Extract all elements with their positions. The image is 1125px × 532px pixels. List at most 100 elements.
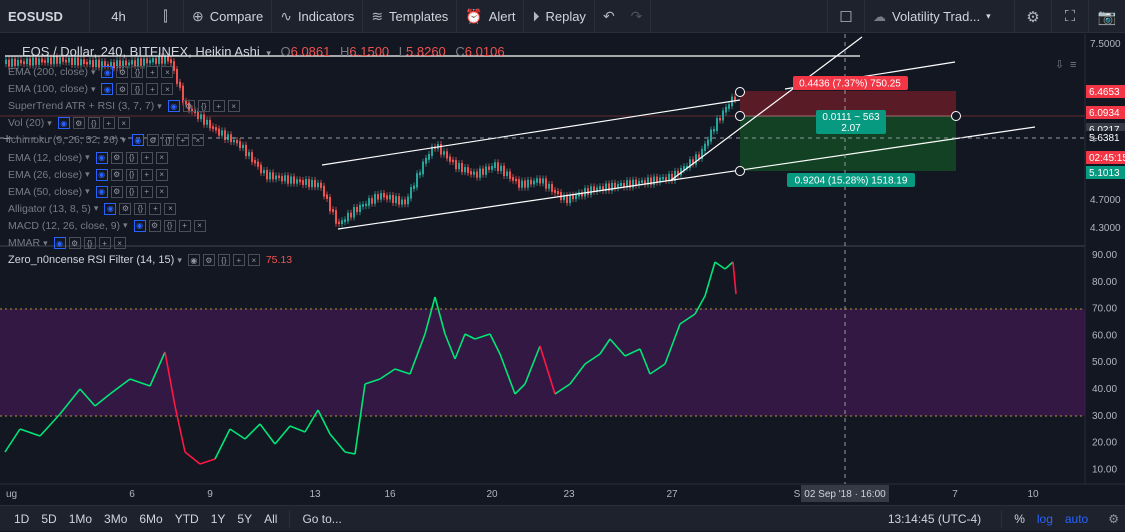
drawing-handle[interactable] (735, 111, 745, 121)
chevron-down-icon[interactable]: ▾ (123, 220, 128, 231)
eye-icon[interactable]: ◉ (131, 134, 144, 147)
trend-line-drawing[interactable] (669, 36, 863, 182)
chart-canvas[interactable]: 0.4436 (7.37%) 750.25 0.0111 ~ 563 2.07 … (0, 34, 1125, 504)
replay-button[interactable]: ⏵ Replay (524, 0, 595, 33)
chevron-down-icon[interactable]: ▾ (85, 186, 90, 197)
eye-icon[interactable]: ◉ (95, 151, 108, 164)
eye-icon[interactable]: ◉ (133, 219, 146, 232)
range-1mo[interactable]: 1Mo (68, 511, 93, 526)
close-icon[interactable]: × (191, 134, 204, 147)
close-icon[interactable]: × (155, 185, 168, 198)
gear-icon[interactable]: ⚙ (146, 134, 159, 147)
chevron-down-icon[interactable]: ▾ (177, 254, 182, 265)
plus-icon[interactable]: + (149, 202, 162, 215)
goto-button[interactable]: Go to... (302, 511, 342, 526)
interval-button[interactable]: 4h (90, 0, 148, 33)
settings-button[interactable]: ⚙ (1014, 0, 1051, 33)
indicator-row[interactable]: EMA (200, close) ▾ ◉ ⚙{} + × (8, 66, 174, 78)
main-legend[interactable]: EOS / Dollar, 240, BITFINEX, Heikin Ashi… (22, 44, 505, 59)
source-icon[interactable]: {} (163, 219, 176, 232)
chevron-down-icon[interactable]: ▾ (43, 237, 48, 248)
range-5d[interactable]: 5D (41, 511, 57, 526)
source-icon[interactable]: {} (125, 185, 138, 198)
indicator-row[interactable]: MACD (12, 26, close, 9) ▾ ◉ ⚙{} + × (8, 219, 206, 232)
source-icon[interactable]: {} (83, 237, 96, 249)
redo-button[interactable]: ↷ (623, 0, 652, 33)
close-icon[interactable]: × (155, 168, 168, 181)
source-icon[interactable]: {} (134, 202, 147, 215)
chevron-down-icon[interactable]: ▾ (85, 169, 90, 180)
source-icon[interactable]: {} (131, 83, 144, 96)
plus-icon[interactable]: + (140, 185, 153, 198)
indicator-row[interactable]: Alligator (13, 8, 5) ▾ ◉ ⚙{} + × (8, 202, 177, 215)
gear-icon[interactable]: ⚙ (110, 185, 123, 198)
indicator-row[interactable]: EMA (50, close) ▾ ◉ ⚙{} + × (8, 185, 168, 198)
compare-button[interactable]: ⊕ Compare (184, 0, 273, 33)
symbol-search[interactable]: EOSUSD (0, 0, 90, 33)
gear-icon[interactable]: ⚙ (202, 254, 215, 266)
layout-select[interactable]: ☁ Volatility Trad... ▾ (864, 0, 1014, 33)
close-icon[interactable]: × (117, 117, 130, 130)
snapshot-button[interactable]: 📷 (1088, 0, 1125, 33)
range-6mo[interactable]: 6Mo (139, 511, 163, 526)
drawing-handle[interactable] (735, 166, 745, 176)
source-icon[interactable]: {} (125, 151, 138, 164)
source-icon[interactable]: {} (217, 254, 230, 266)
indicator-row[interactable]: EMA (26, close) ▾ ◉ ⚙{} + × (8, 168, 168, 181)
eye-icon[interactable]: ◉ (101, 83, 114, 96)
chart-type-button[interactable]: ⫿ (148, 0, 184, 33)
gear-icon[interactable]: ⚙ (116, 83, 129, 96)
gear-icon[interactable]: ⚙ (68, 237, 81, 249)
eye-icon[interactable]: ◉ (53, 237, 66, 249)
gear-icon[interactable]: ⚙ (116, 66, 129, 78)
indicator-row[interactable]: Ichimoku (9, 26, 52, 26) ▾ ◉ ⚙{} + × (8, 134, 204, 147)
close-icon[interactable]: × (113, 237, 126, 249)
plus-icon[interactable]: + (178, 219, 191, 232)
close-icon[interactable]: × (161, 83, 174, 96)
chevron-down-icon[interactable]: ▾ (121, 134, 126, 145)
eye-icon[interactable]: ◉ (101, 66, 114, 78)
chevron-down-icon[interactable]: ▾ (157, 100, 162, 111)
plus-icon[interactable]: + (212, 100, 225, 113)
clock[interactable]: 13:14:45 (UTC-4) (887, 512, 982, 526)
eye-icon[interactable]: ◉ (95, 168, 108, 181)
alert-button[interactable]: ⏰ Alert (457, 0, 525, 33)
range-3mo[interactable]: 3Mo (104, 511, 128, 526)
plus-icon[interactable]: + (232, 254, 245, 266)
eye-icon[interactable]: ◉ (187, 254, 200, 266)
gear-icon[interactable]: ⚙ (148, 219, 161, 232)
plus-icon[interactable]: + (146, 66, 159, 78)
source-icon[interactable]: {} (197, 100, 210, 113)
eye-icon[interactable]: ◉ (167, 100, 180, 113)
templates-button[interactable]: ≋ Templates (363, 0, 458, 33)
source-icon[interactable]: {} (87, 117, 100, 130)
eye-icon[interactable]: ◉ (57, 117, 70, 130)
chevron-down-icon[interactable]: ▾ (85, 152, 90, 162)
gear-icon[interactable]: ⚙ (119, 202, 132, 215)
gear-icon[interactable]: ⚙ (110, 168, 123, 181)
chevron-down-icon[interactable]: ▾ (90, 66, 96, 77)
indicator-row[interactable]: EMA (12, close) ▾ ◉ ⚙{} + × (8, 151, 168, 164)
eye-icon[interactable]: ◉ (104, 202, 117, 215)
source-icon[interactable]: {} (161, 134, 174, 147)
close-icon[interactable]: × (164, 202, 177, 215)
plus-icon[interactable]: + (102, 117, 115, 130)
range-1d[interactable]: 1D (14, 511, 30, 526)
chart-settings-icon[interactable]: ⚙ (1108, 512, 1119, 526)
plus-icon[interactable]: + (140, 168, 153, 181)
undo-button[interactable]: ↶ (595, 0, 623, 33)
close-icon[interactable]: × (193, 219, 206, 232)
chevron-down-icon[interactable]: ▾ (90, 83, 96, 94)
close-icon[interactable]: × (247, 254, 260, 266)
more-icon[interactable]: ≡ (1070, 59, 1076, 71)
rsi-legend-controls[interactable]: ◉ ⚙ {} + × (185, 254, 260, 266)
close-icon[interactable]: × (155, 151, 168, 164)
time-axis[interactable]: ug 6 9 13 16 20 23 27 S 7 10 (6, 489, 1039, 500)
gear-icon[interactable]: ⚙ (72, 117, 85, 130)
auto-toggle[interactable]: auto (1064, 512, 1089, 526)
eye-icon[interactable]: ◉ (95, 185, 108, 198)
plus-icon[interactable]: + (98, 237, 111, 249)
indicators-button[interactable]: ∿ Indicators (272, 0, 364, 33)
add-alert-icon[interactable]: + (1090, 130, 1098, 146)
indicator-row[interactable]: Vol (20) ▾ ◉ ⚙{} + × (8, 117, 130, 130)
